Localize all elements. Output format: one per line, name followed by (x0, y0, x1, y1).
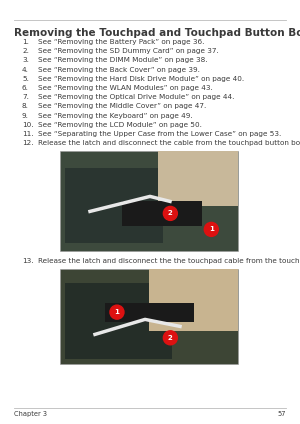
Text: 5.: 5. (22, 76, 29, 82)
Text: 1.: 1. (22, 39, 29, 45)
Text: 4.: 4. (22, 67, 29, 73)
Text: 1: 1 (209, 226, 214, 232)
Text: See “Removing the Optical Drive Module” on page 44.: See “Removing the Optical Drive Module” … (38, 94, 234, 100)
Text: See “Removing the Battery Pack” on page 36.: See “Removing the Battery Pack” on page … (38, 39, 204, 45)
Text: 2.: 2. (22, 48, 29, 54)
Text: See “Removing the Hard Disk Drive Module” on page 40.: See “Removing the Hard Disk Drive Module… (38, 76, 244, 82)
Text: 6.: 6. (22, 85, 29, 91)
Text: Removing the Touchpad and Touchpad Button Boards: Removing the Touchpad and Touchpad Butto… (14, 28, 300, 38)
Circle shape (164, 331, 177, 345)
Bar (60, 151, 238, 251)
Text: Release the latch and disconnect the cable from the touchpad button board.: Release the latch and disconnect the cab… (38, 140, 300, 146)
Text: See “Removing the WLAN Modules” on page 43.: See “Removing the WLAN Modules” on page … (38, 85, 213, 91)
Bar (158, 151, 238, 206)
Text: Chapter 3: Chapter 3 (14, 411, 47, 417)
Text: 1: 1 (115, 309, 119, 315)
Text: 2: 2 (168, 335, 173, 341)
Text: See “Removing the Middle Cover” on page 47.: See “Removing the Middle Cover” on page … (38, 103, 206, 109)
Text: 8.: 8. (22, 103, 29, 109)
Text: See “Removing the SD Dummy Card” on page 37.: See “Removing the SD Dummy Card” on page… (38, 48, 219, 54)
Circle shape (110, 305, 124, 319)
Text: 3.: 3. (22, 57, 29, 64)
Text: Release the latch and disconnect the the touchpad cable from the touchpad board.: Release the latch and disconnect the the… (38, 258, 300, 265)
Text: 9.: 9. (22, 113, 29, 119)
Bar (60, 269, 238, 364)
Bar (104, 303, 194, 322)
Text: 10.: 10. (22, 122, 34, 128)
Text: See “Removing the Keyboard” on page 49.: See “Removing the Keyboard” on page 49. (38, 113, 193, 119)
Bar (65, 168, 163, 243)
Text: 13.: 13. (22, 258, 34, 265)
Bar (149, 269, 238, 331)
Circle shape (204, 223, 218, 237)
Text: 2: 2 (168, 210, 173, 216)
Circle shape (164, 206, 177, 220)
Bar (65, 283, 172, 360)
Text: See “Removing the LCD Module” on page 50.: See “Removing the LCD Module” on page 50… (38, 122, 202, 128)
Text: See “Removing the Back Cover” on page 39.: See “Removing the Back Cover” on page 39… (38, 67, 200, 73)
Text: See “Separating the Upper Case from the Lower Case” on page 53.: See “Separating the Upper Case from the … (38, 131, 281, 137)
Text: 11.: 11. (22, 131, 34, 137)
Text: See “Removing the DIMM Module” on page 38.: See “Removing the DIMM Module” on page 3… (38, 57, 208, 64)
Text: 57: 57 (278, 411, 286, 417)
Text: 7.: 7. (22, 94, 29, 100)
Bar (122, 201, 202, 226)
Text: 12.: 12. (22, 140, 34, 146)
